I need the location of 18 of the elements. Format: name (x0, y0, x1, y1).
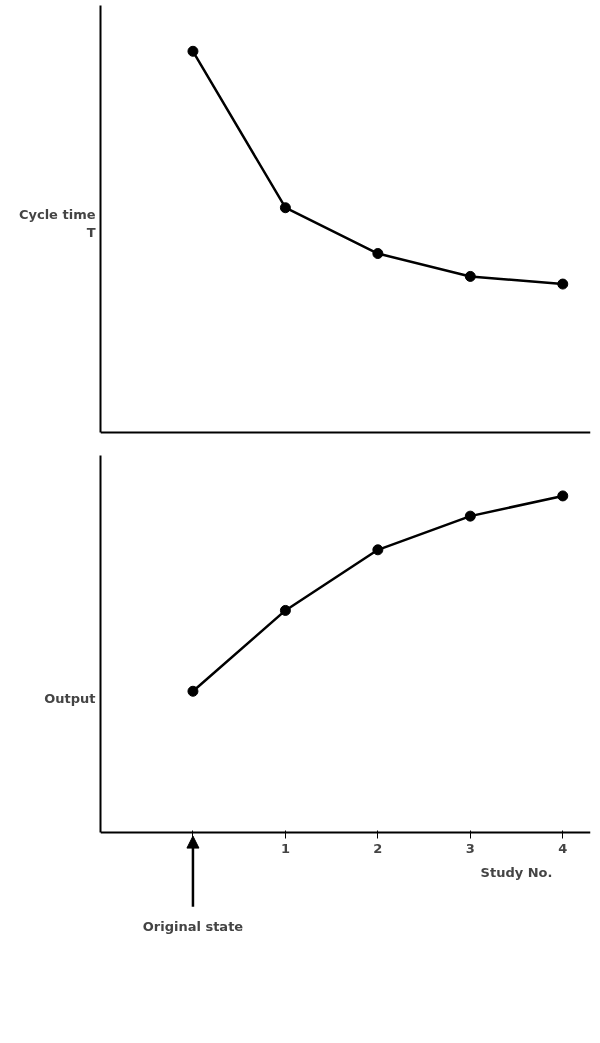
point (279, 604, 291, 616)
point (372, 248, 384, 260)
x-tick-label: 4 (558, 840, 568, 856)
x-tick-label: 2 (373, 840, 383, 856)
x-tick-label: 3 (465, 840, 475, 856)
y-axis-title: Cycle time T (18, 206, 96, 240)
x-tick-label: 1 (280, 840, 290, 856)
point (372, 544, 384, 556)
point (187, 685, 199, 697)
y-axis-title: Output (44, 690, 96, 706)
point (464, 270, 476, 282)
point (464, 510, 476, 522)
point (279, 202, 291, 214)
point (557, 278, 569, 290)
text: Original state (142, 918, 244, 934)
point (187, 45, 199, 57)
point (557, 490, 569, 502)
x-axis-title: Study No. (480, 864, 553, 880)
